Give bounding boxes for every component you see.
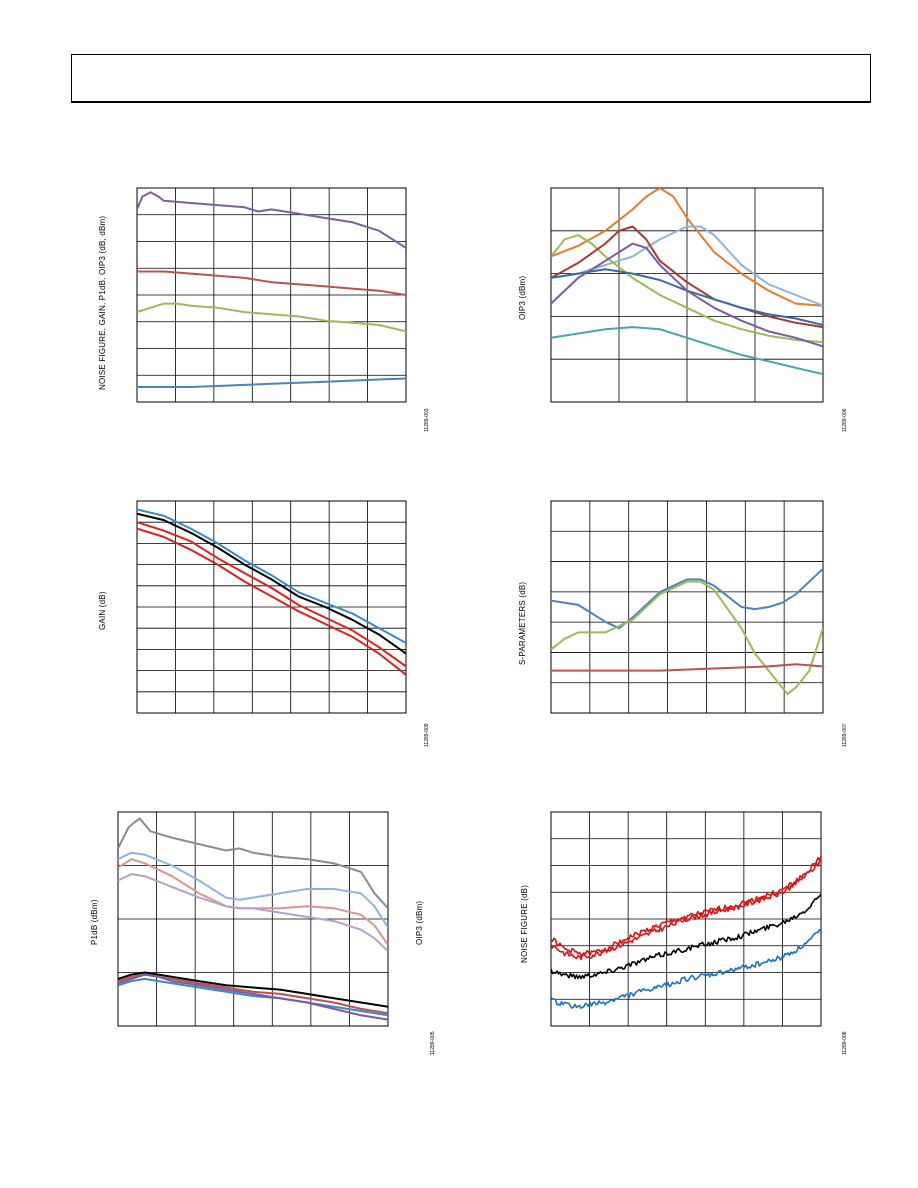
series-line-2	[137, 270, 406, 296]
series-line-5	[118, 971, 388, 1008]
plot-frame	[550, 500, 824, 714]
chart-plot	[550, 187, 824, 403]
chart-plot	[136, 500, 407, 714]
series-line-4	[137, 377, 406, 388]
page-header-box	[71, 54, 871, 103]
series-line-2	[551, 580, 823, 695]
figure-id: 11289-003	[424, 408, 430, 432]
chart-p1db-oip3: P1dB (dBm) OIP3 (dBm) 11289-005	[60, 805, 450, 1065]
chart-noise-figure: NOISE FIGURE (dB) 11289-008	[500, 805, 870, 1065]
series-line-3	[137, 521, 406, 668]
series-line-4	[551, 928, 821, 1009]
series-line-1	[137, 508, 406, 644]
series-line-1	[551, 568, 823, 630]
series-group	[137, 508, 406, 676]
chart-s-parameters: S-PARAMETERS (dB) 11289-007	[500, 495, 870, 755]
chart-nf-gain-p1db-oip3: NOISE FIGURE, GAIN, P1dB, OIP3 (dB, dBm)…	[60, 180, 430, 440]
series-group	[551, 568, 823, 695]
series-line-4	[118, 873, 388, 952]
series-line-3	[551, 234, 823, 344]
series-group	[137, 191, 406, 388]
series-line-4	[137, 527, 406, 676]
figure-id: 11289-007	[842, 723, 848, 747]
series-line-8	[118, 973, 388, 1021]
series-line-1	[551, 855, 821, 957]
figure-id: 11289-005	[430, 1031, 436, 1055]
series-line-3	[551, 893, 821, 980]
figure-id: 11289-006	[842, 408, 848, 432]
plot-frame	[550, 811, 822, 1027]
series-line-1	[551, 188, 823, 307]
chart-oip3: OIP3 (dBm) 11289-006	[500, 180, 870, 440]
plot-frame	[117, 811, 389, 1027]
series-group	[118, 817, 388, 1021]
series-line-2	[118, 851, 388, 929]
grid	[551, 188, 823, 402]
figure-id: 11289-008	[842, 1031, 848, 1055]
series-line-2	[551, 225, 823, 307]
plot-frame	[136, 500, 407, 714]
grid	[551, 501, 823, 713]
series-line-2	[551, 860, 821, 961]
series-group	[551, 855, 821, 1009]
grid	[118, 812, 388, 1026]
grid	[551, 812, 821, 1026]
series-line-3	[118, 858, 388, 946]
series-line-3	[551, 663, 823, 672]
series-line-7	[551, 326, 823, 376]
series-group	[551, 188, 823, 376]
series-line-6	[551, 242, 823, 348]
figure-id: 11289-009	[424, 723, 430, 747]
chart-plot	[136, 187, 407, 403]
chart-plot	[550, 811, 822, 1027]
plot-frame	[550, 187, 824, 403]
series-line-3	[137, 302, 406, 333]
series-line-7	[118, 977, 388, 1017]
chart-plot	[117, 811, 389, 1027]
series-line-1	[137, 191, 406, 249]
chart-gain: GAIN (dB) 11289-009	[60, 495, 430, 755]
grid	[137, 188, 406, 402]
series-line-2	[137, 512, 406, 655]
grid	[137, 501, 406, 713]
series-line-4	[551, 225, 823, 329]
series-line-1	[118, 817, 388, 909]
chart-plot	[550, 500, 824, 714]
